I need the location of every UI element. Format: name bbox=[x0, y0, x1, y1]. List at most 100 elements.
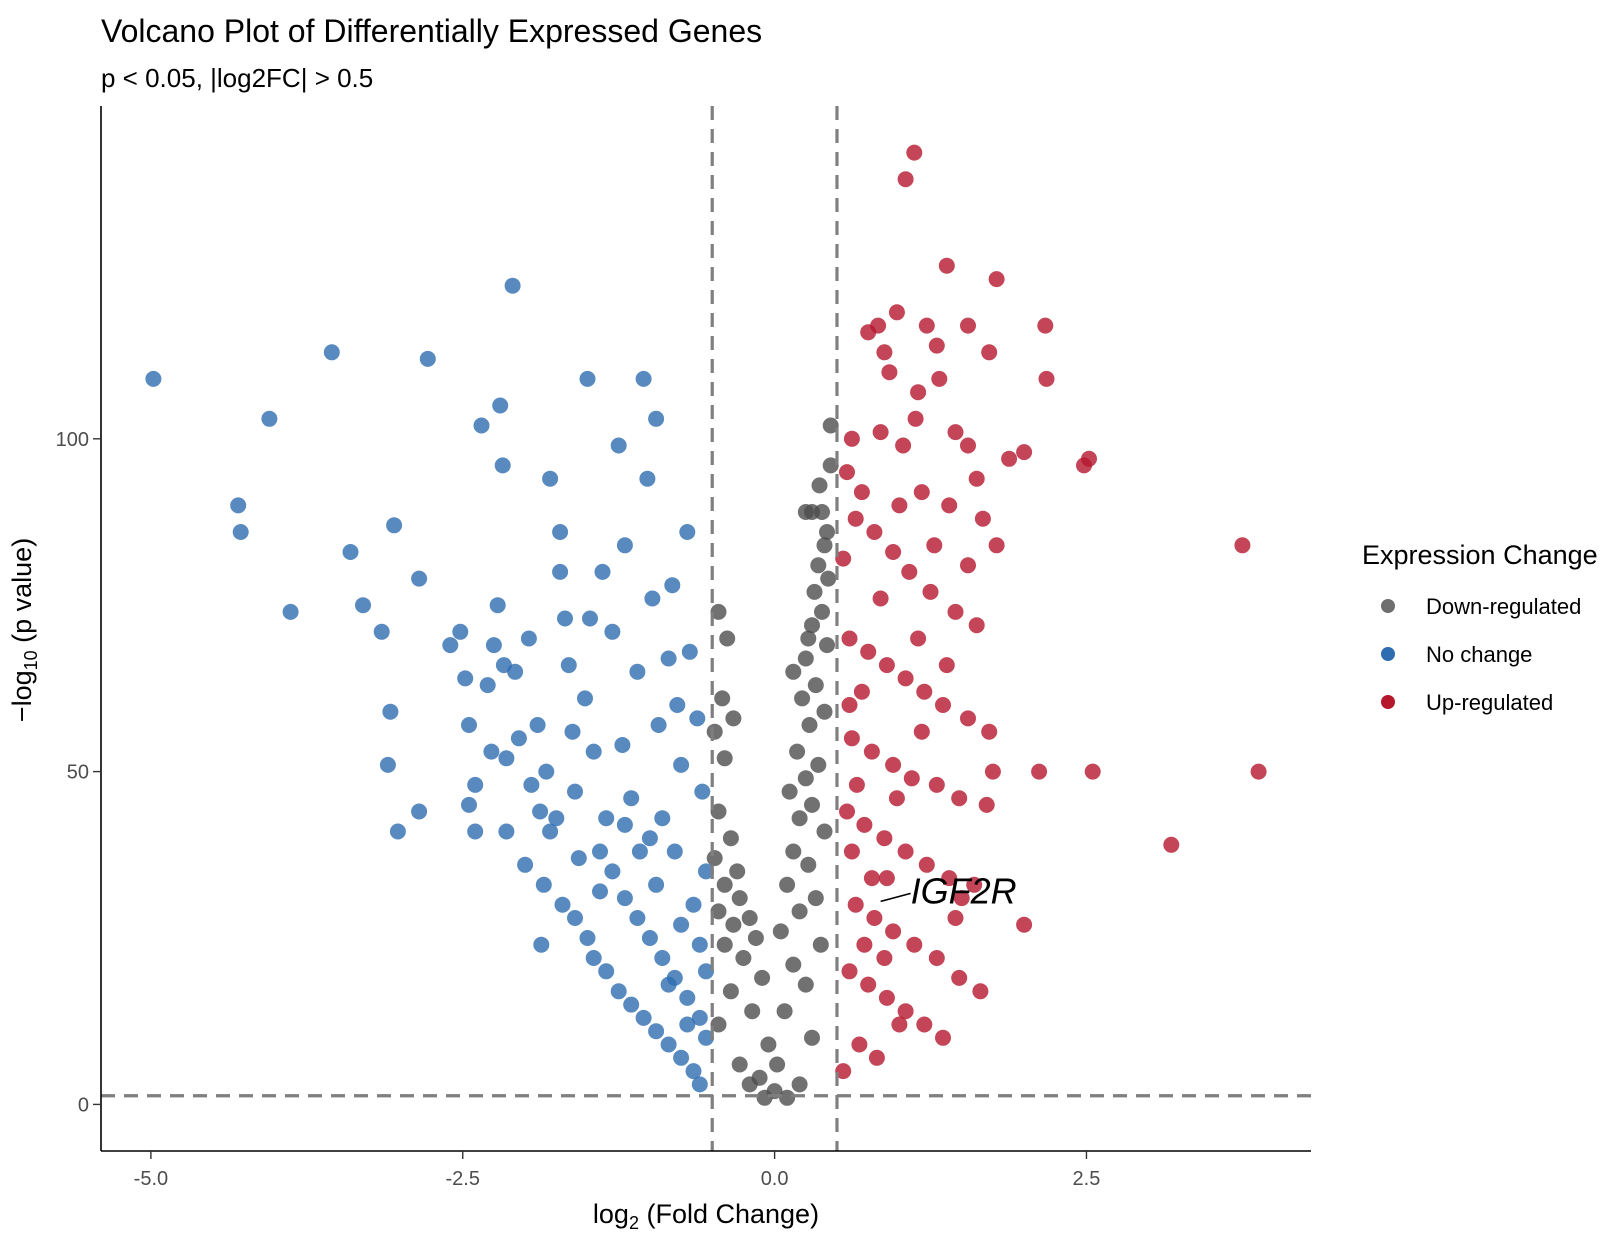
data-point-up-regulated bbox=[901, 563, 918, 580]
data-point-down-regulated bbox=[797, 504, 814, 520]
legend-label-down-regulated: Down-regulated bbox=[1426, 594, 1581, 619]
legend-swatch-down-regulated bbox=[1381, 599, 1395, 613]
data-point-up-regulated bbox=[903, 770, 920, 787]
data-point-up-regulated bbox=[876, 344, 893, 361]
data-point-no-change bbox=[629, 663, 646, 680]
data-point-no-change bbox=[548, 810, 565, 827]
data-point-no-change bbox=[494, 457, 511, 474]
data-point-no-change bbox=[616, 890, 633, 907]
plot-area: IGF2R bbox=[100, 106, 1311, 1152]
data-point-up-regulated bbox=[947, 603, 964, 620]
data-point-no-change bbox=[691, 936, 708, 953]
data-point-no-change bbox=[685, 1063, 702, 1080]
data-point-up-regulated bbox=[835, 1063, 852, 1080]
data-point-up-regulated bbox=[913, 723, 930, 740]
data-point-down-regulated bbox=[769, 1056, 786, 1073]
data-point-down-regulated bbox=[791, 903, 808, 920]
y-tick-label: 100 bbox=[56, 429, 89, 451]
data-point-no-change bbox=[498, 823, 515, 840]
data-point-no-change bbox=[669, 697, 686, 713]
data-point-up-regulated bbox=[897, 1003, 914, 1020]
x-tick-label: -5.0 bbox=[134, 1168, 168, 1190]
data-point-down-regulated bbox=[731, 1056, 748, 1073]
data-point-up-regulated bbox=[841, 630, 858, 647]
data-point-down-regulated bbox=[729, 863, 746, 880]
data-point-no-change bbox=[673, 1049, 690, 1066]
data-point-down-regulated bbox=[800, 630, 817, 647]
data-point-down-regulated bbox=[785, 956, 802, 973]
data-point-down-regulated bbox=[776, 1003, 793, 1020]
data-point-up-regulated bbox=[928, 950, 945, 966]
data-point-down-regulated bbox=[741, 1076, 758, 1093]
data-point-up-regulated bbox=[960, 557, 976, 574]
data-point-no-change bbox=[585, 950, 602, 966]
data-point-up-regulated bbox=[953, 890, 970, 907]
data-point-up-regulated bbox=[935, 697, 951, 713]
data-point-no-change bbox=[564, 723, 581, 740]
data-point-up-regulated bbox=[981, 723, 998, 740]
data-point-up-regulated bbox=[856, 816, 873, 833]
data-point-up-regulated bbox=[974, 510, 991, 527]
data-point-up-regulated bbox=[913, 484, 930, 501]
data-point-down-regulated bbox=[822, 457, 839, 474]
data-point-up-regulated bbox=[863, 870, 880, 887]
data-point-down-regulated bbox=[816, 703, 833, 720]
data-point-down-regulated bbox=[819, 637, 835, 654]
data-point-up-regulated bbox=[941, 870, 958, 887]
data-point-up-regulated bbox=[951, 790, 968, 807]
data-point-no-change bbox=[467, 776, 484, 793]
data-point-down-regulated bbox=[819, 524, 835, 540]
data-point-no-change bbox=[610, 437, 627, 454]
data-point-down-regulated bbox=[814, 504, 830, 520]
data-point-down-regulated bbox=[710, 803, 727, 820]
threshold-lines bbox=[101, 106, 1311, 1151]
data-point-no-change bbox=[694, 783, 711, 800]
data-point-up-regulated bbox=[881, 364, 898, 381]
data-point-no-change bbox=[411, 570, 428, 587]
data-point-no-change bbox=[629, 910, 646, 926]
data-point-no-change bbox=[616, 816, 633, 833]
data-point-up-regulated bbox=[1016, 444, 1033, 461]
data-point-no-change bbox=[230, 497, 247, 514]
legend-swatch-up-regulated bbox=[1381, 695, 1395, 709]
data-point-no-change bbox=[389, 823, 406, 840]
data-point-no-change bbox=[510, 730, 527, 747]
data-point-no-change bbox=[616, 537, 633, 554]
legend-entry-down-regulated: Down-regulated bbox=[1381, 594, 1581, 619]
data-point-no-change bbox=[533, 936, 550, 953]
data-point-up-regulated bbox=[835, 550, 852, 567]
data-point-up-regulated bbox=[839, 464, 855, 481]
data-point-up-regulated bbox=[841, 697, 858, 713]
data-point-down-regulated bbox=[716, 750, 733, 767]
data-point-no-change bbox=[554, 896, 571, 913]
legend-entry-no-change: No change bbox=[1381, 642, 1532, 667]
data-point-up-regulated bbox=[897, 843, 914, 860]
data-point-up-regulated bbox=[1084, 763, 1101, 780]
data-point-down-regulated bbox=[812, 936, 829, 953]
data-point-no-change bbox=[577, 690, 593, 707]
data-point-down-regulated bbox=[722, 830, 739, 847]
data-point-down-regulated bbox=[741, 910, 758, 926]
data-point-down-regulated bbox=[785, 663, 802, 680]
x-tick-label: -2.5 bbox=[446, 1168, 480, 1190]
data-point-up-regulated bbox=[916, 683, 933, 700]
data-point-no-change bbox=[483, 743, 500, 760]
data-point-up-regulated bbox=[981, 344, 998, 361]
data-point-up-regulated bbox=[866, 524, 883, 540]
data-point-up-regulated bbox=[841, 963, 858, 980]
data-point-no-change bbox=[532, 803, 549, 820]
data-point-no-change bbox=[654, 810, 671, 827]
data-point-down-regulated bbox=[814, 603, 830, 620]
data-point-no-change bbox=[419, 350, 436, 367]
data-point-up-regulated bbox=[1001, 450, 1018, 467]
annotation-leader-line bbox=[880, 892, 911, 903]
data-point-no-change bbox=[560, 657, 577, 674]
data-point-up-regulated bbox=[972, 983, 989, 1000]
y-tick-label: 50 bbox=[67, 762, 89, 784]
data-point-up-regulated bbox=[895, 437, 912, 454]
data-point-up-regulated bbox=[926, 537, 943, 554]
data-point-up-regulated bbox=[843, 430, 860, 447]
data-point-no-change bbox=[523, 776, 540, 793]
data-point-no-change bbox=[666, 843, 683, 860]
data-point-up-regulated bbox=[870, 317, 887, 334]
